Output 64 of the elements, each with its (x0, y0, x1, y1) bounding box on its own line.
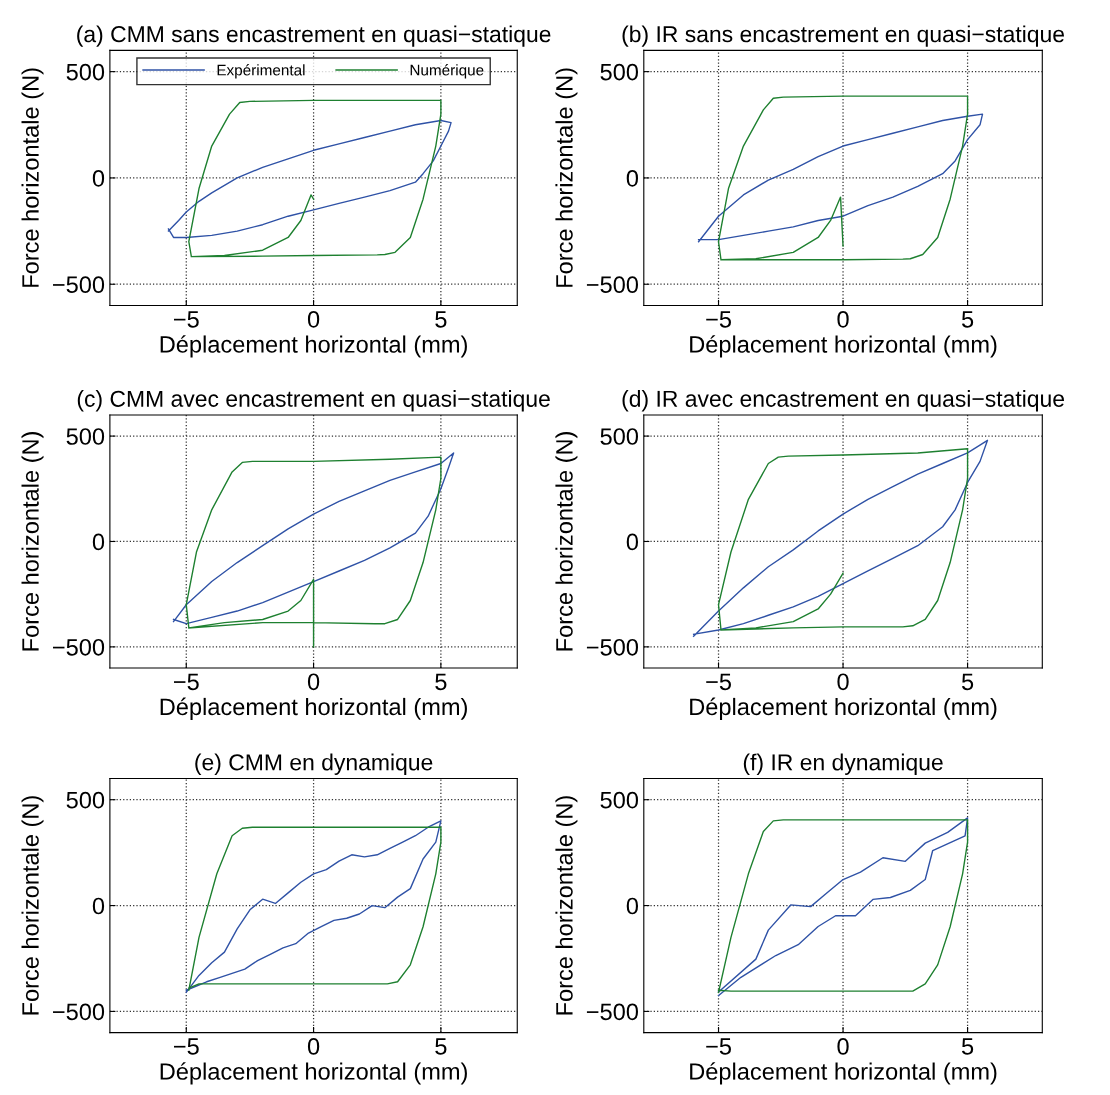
chart-title: (c) CMM avec encastrement en quasi−statique (77, 390, 550, 412)
x-tick-label: −5 (706, 673, 731, 691)
line-series (167, 119, 452, 239)
chart-title: (a) CMM sans encastrement en quasi−statique (77, 25, 551, 47)
y-tick-label: −500 (53, 638, 105, 656)
x-tick-label: 5 (961, 673, 974, 691)
chart-title: (d) IR avec encastrement en quasi−statique (622, 390, 1065, 412)
y-axis-title: Force horizontale (N) (21, 68, 44, 287)
y-tick-label: 500 (600, 63, 639, 81)
line-series (717, 95, 969, 261)
y-tick-label: −500 (53, 1003, 105, 1021)
y-tick-label: 0 (626, 533, 639, 551)
y-tick-label: 500 (66, 791, 105, 809)
x-tick-label: 0 (307, 1038, 320, 1055)
x-tick-label: −5 (706, 311, 731, 328)
y-tick-label: −500 (586, 1003, 639, 1021)
x-tick-label: 0 (837, 1038, 849, 1055)
x-tick-label: 0 (837, 673, 849, 691)
x-tick-label: −5 (173, 1038, 199, 1055)
y-tick-label: −500 (53, 276, 105, 294)
x-axis-title: Déplacement horizontal (mm) (160, 697, 467, 720)
line-series (692, 439, 989, 638)
line-series (185, 456, 442, 648)
line-series (717, 448, 969, 631)
chart-title: (b) IR sans encastrement en quasi−statique (622, 25, 1065, 47)
y-tick-label: 0 (92, 897, 105, 915)
x-tick-label: 5 (961, 1038, 974, 1055)
x-axis-title: Déplacement horizontal (mm) (690, 1062, 997, 1085)
line-series (697, 113, 984, 243)
y-tick-label: 0 (626, 170, 639, 187)
line-series (172, 452, 455, 625)
y-tick-label: 500 (600, 428, 639, 445)
x-tick-label: −5 (706, 1038, 731, 1055)
y-tick-label: 0 (626, 897, 639, 915)
legend-label: Numérique (410, 64, 484, 79)
y-axis-title: Force horizontale (N) (555, 432, 578, 651)
legend-label: Expérimental (217, 64, 305, 79)
y-tick-label: −500 (586, 638, 639, 656)
x-axis-title: Déplacement horizontal (mm) (690, 335, 997, 358)
y-tick-label: 500 (66, 428, 105, 445)
y-tick-label: 0 (92, 533, 105, 551)
x-tick-label: 5 (435, 311, 447, 328)
chart-title: (f) IR en dynamique (743, 753, 943, 775)
y-tick-label: 500 (66, 63, 105, 81)
y-tick-label: 0 (92, 170, 105, 187)
y-axis-title: Force horizontale (N) (555, 68, 578, 287)
chart-title: (e) CMM en dynamique (195, 753, 433, 775)
x-axis-title: Déplacement horizontal (mm) (160, 1062, 467, 1085)
x-tick-label: −5 (173, 673, 199, 691)
x-axis-title: Déplacement horizontal (mm) (690, 697, 997, 720)
x-tick-label: 0 (307, 310, 320, 328)
x-tick-label: −5 (173, 311, 199, 328)
line-series (188, 99, 442, 258)
x-tick-label: 5 (435, 1038, 447, 1055)
x-tick-label: 0 (837, 310, 849, 328)
y-tick-label: −500 (586, 276, 639, 294)
y-axis-title: Force horizontale (N) (21, 432, 44, 651)
y-axis-title: Force horizontale (N) (555, 796, 578, 1015)
y-axis-title: Force horizontale (N) (21, 796, 44, 1015)
x-tick-label: 0 (307, 673, 320, 691)
x-tick-label: 5 (435, 673, 447, 691)
x-axis-title: Déplacement horizontal (mm) (160, 335, 467, 358)
y-tick-label: 500 (600, 791, 639, 809)
x-tick-label: 5 (961, 311, 974, 328)
